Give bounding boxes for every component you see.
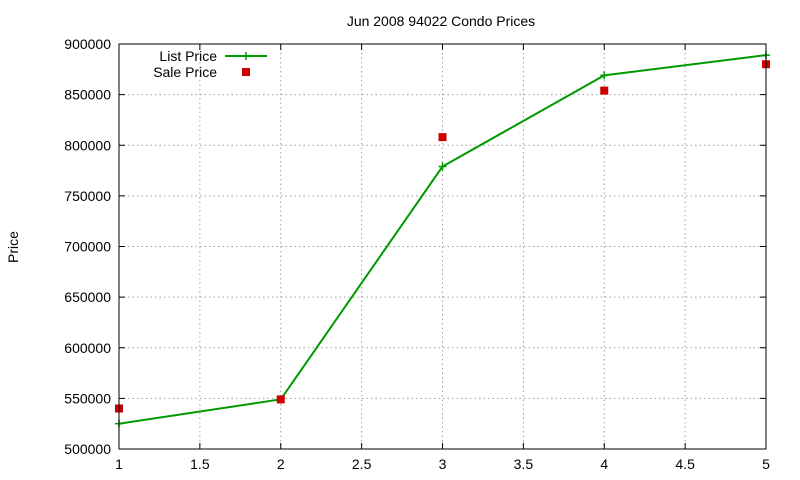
y-axis-label: Price bbox=[5, 231, 21, 263]
x-tick-label: 1.5 bbox=[190, 456, 210, 472]
x-tick-label: 2 bbox=[277, 456, 285, 472]
x-tick-label: 4 bbox=[600, 456, 608, 472]
x-tick-label: 5 bbox=[762, 456, 770, 472]
grid bbox=[119, 44, 766, 449]
legend-label: List Price bbox=[159, 48, 217, 64]
x-tick-label: 3.5 bbox=[514, 456, 534, 472]
y-tick-label: 700000 bbox=[64, 239, 111, 255]
y-tick-label: 800000 bbox=[64, 137, 111, 153]
plot-frame bbox=[118, 43, 767, 450]
data-point bbox=[438, 133, 447, 142]
legend-marker bbox=[242, 52, 250, 60]
x-tick-label: 3 bbox=[439, 456, 447, 472]
data-point bbox=[438, 162, 447, 171]
y-tick-label: 500000 bbox=[64, 441, 111, 457]
chart-title: Jun 2008 94022 Condo Prices bbox=[347, 13, 535, 29]
data-point bbox=[600, 71, 609, 80]
x-tick-label: 1 bbox=[115, 456, 123, 472]
legend-marker bbox=[242, 68, 250, 76]
y-tick-label: 750000 bbox=[64, 188, 111, 204]
legend-label: Sale Price bbox=[153, 64, 217, 80]
data-point bbox=[600, 86, 609, 95]
x-tick-label: 2.5 bbox=[352, 456, 372, 472]
y-tick-label: 600000 bbox=[64, 340, 111, 356]
y-tick-label: 850000 bbox=[64, 87, 111, 103]
tick-labels: 1 1.5 2 2.5 3 3.5 4 4.5 5 500000 550000 600000 65000… bbox=[64, 36, 770, 472]
y-tick-label: 650000 bbox=[64, 289, 111, 305]
data-point bbox=[276, 395, 285, 404]
y-tick-label: 550000 bbox=[64, 390, 111, 406]
x-tick-label: 4.5 bbox=[675, 456, 695, 472]
y-tick-label: 900000 bbox=[64, 36, 111, 52]
